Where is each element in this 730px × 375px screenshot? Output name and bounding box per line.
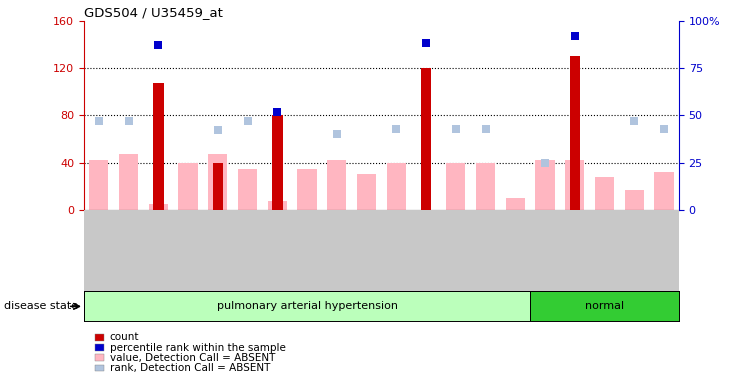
Bar [327,160,347,210]
Bar [387,163,406,210]
Bar [272,116,283,210]
Bar [297,169,317,210]
Bar [565,160,585,210]
Bar [212,163,223,210]
Text: value, Detection Call = ABSENT: value, Detection Call = ABSENT [110,353,275,363]
Bar [535,160,555,210]
Bar [569,56,580,210]
Bar [89,160,109,210]
Bar [238,169,257,210]
Text: GDS504 / U35459_at: GDS504 / U35459_at [84,6,223,20]
Bar [420,68,431,210]
Text: rank, Detection Call = ABSENT: rank, Detection Call = ABSENT [110,363,270,373]
Bar [119,154,138,210]
Bar [84,291,530,321]
Bar [654,172,674,210]
Bar [530,291,679,321]
Text: pulmonary arterial hypertension: pulmonary arterial hypertension [217,301,398,310]
Bar [178,163,198,210]
Bar [595,177,614,210]
Text: normal: normal [585,301,624,310]
Text: disease state: disease state [4,302,78,311]
Bar [268,201,287,210]
Bar [446,163,466,210]
Bar [357,174,376,210]
Bar [625,190,644,210]
Bar [208,154,228,210]
Text: percentile rank within the sample: percentile rank within the sample [110,343,285,352]
Bar [476,163,495,210]
Bar [506,198,525,210]
Text: count: count [110,333,139,342]
Bar [153,83,164,210]
Bar [149,204,168,210]
